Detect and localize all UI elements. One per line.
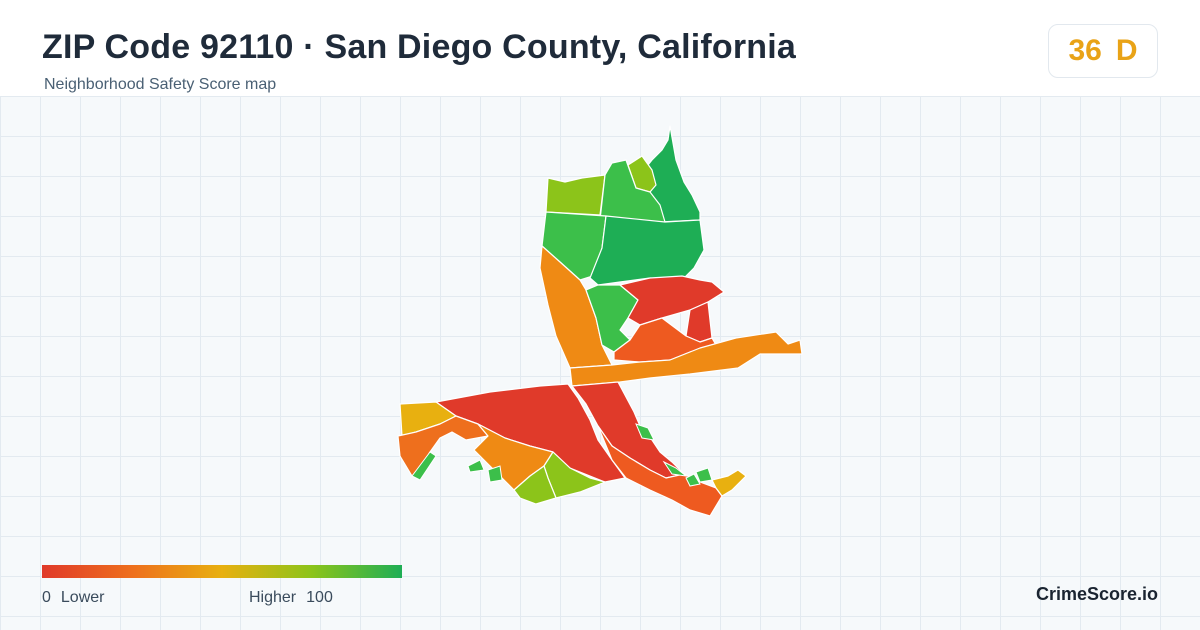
legend-min-value: 0	[42, 589, 51, 606]
legend-min-text: Lower	[60, 589, 105, 606]
map-region-north-left[interactable]	[545, 174, 606, 216]
legend-max-text: Higher	[249, 589, 297, 606]
map-sliver-green-6	[695, 467, 713, 483]
map-sliver-green-4	[635, 423, 655, 441]
map-region-east-tip-yellow[interactable]	[711, 469, 747, 497]
legend-high-label: Higher 100	[249, 589, 333, 607]
map-sliver-green-7	[685, 473, 701, 487]
legend-gradient-bar	[42, 565, 402, 578]
header-bar: ZIP Code 92110 · San Diego County, Calif…	[0, 0, 1200, 97]
legend-max-value: 100	[306, 589, 333, 606]
map-sliver-green-3	[487, 465, 503, 483]
score-value: 36	[1068, 34, 1102, 67]
map-region-west-strip[interactable]	[539, 245, 613, 369]
page-title: ZIP Code 92110 · San Diego County, Calif…	[42, 28, 797, 66]
legend-low-label: 0 Lower	[42, 589, 104, 607]
page-subtitle: Neighborhood Safety Score map	[44, 76, 277, 93]
map-sliver-green-2	[467, 459, 485, 473]
map-region-north-center[interactable]	[589, 215, 705, 286]
map-region-center-green[interactable]	[585, 284, 639, 353]
brand-name: CrimeScore.io	[1036, 584, 1159, 604]
score-badge: 36 D	[1048, 24, 1158, 78]
map-region-east-arm[interactable]	[569, 331, 803, 387]
map-sliver-green-1	[411, 451, 437, 481]
map-sliver-green-5	[662, 460, 688, 477]
map-region-south-lime-small[interactable]	[513, 465, 557, 505]
score-grade: D	[1115, 34, 1138, 67]
